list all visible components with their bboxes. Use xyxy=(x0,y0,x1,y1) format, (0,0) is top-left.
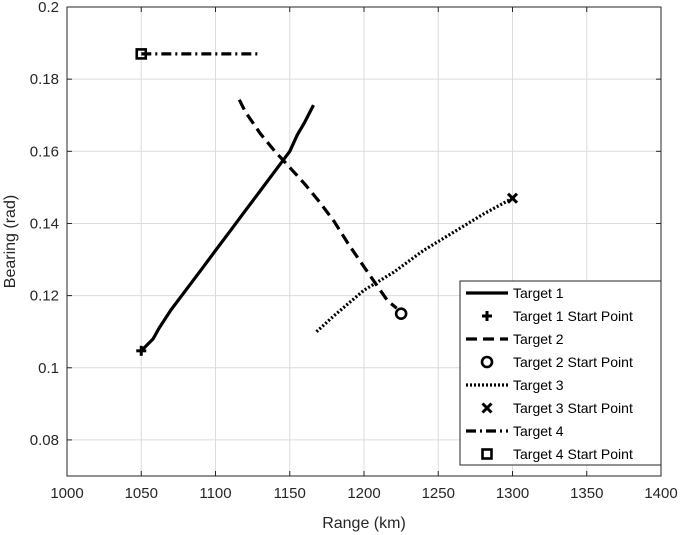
plot-series xyxy=(135,48,519,356)
legend-label: Target 3 Start Point xyxy=(513,400,633,416)
legend-label: Target 1 xyxy=(513,285,564,301)
series-5-line xyxy=(315,196,514,333)
legend-entry: Target 1 xyxy=(466,285,564,301)
series-2-marker xyxy=(136,345,147,356)
x-tick-label: 1000 xyxy=(50,485,83,502)
legend-label: Target 2 xyxy=(513,331,564,347)
y-tick-label: 0.12 xyxy=(30,288,59,305)
x-axis-label: Range (km) xyxy=(322,515,406,532)
legend-marker xyxy=(480,355,494,369)
x-tick-label: 1250 xyxy=(422,485,455,502)
series-4-marker xyxy=(394,307,408,320)
x-tick-label: 1300 xyxy=(496,485,529,502)
y-tick-label: 0.08 xyxy=(30,432,59,449)
legend-label: Target 4 xyxy=(513,423,564,439)
legend: Target 1 Target 1 Start Point Target 2 Targ… xyxy=(459,280,662,466)
legend-label: Target 4 Start Point xyxy=(513,446,633,462)
legend-entry: Target 3 Start Point xyxy=(481,400,633,416)
x-tick-label: 1200 xyxy=(347,485,380,502)
series-1-line xyxy=(140,104,315,352)
x-tick-label: 1350 xyxy=(570,485,603,502)
x-tick-label: 1400 xyxy=(644,485,677,502)
series-3-line xyxy=(237,98,398,310)
axis-ticks: 1000 1050 1100 1150 1200 1250 1300 1350 1400 0.08… xyxy=(30,0,678,502)
legend-entry: Target 3 xyxy=(466,377,564,393)
series-8-marker xyxy=(135,48,148,60)
series-6-marker xyxy=(506,192,519,204)
x-tick-label: 1100 xyxy=(199,485,231,502)
x-tick-label: 1050 xyxy=(125,485,158,502)
legend-label: Target 3 xyxy=(513,377,564,393)
legend-entry: Target 1 Start Point xyxy=(482,308,633,324)
legend-entry: Target 4 xyxy=(466,423,564,439)
legend-marker xyxy=(482,311,492,321)
x-tick-label: 1150 xyxy=(274,485,306,502)
y-tick-label: 0.16 xyxy=(30,143,59,160)
legend-marker xyxy=(481,402,493,414)
y-axis-label: Bearing (rad) xyxy=(2,195,19,288)
y-tick-label: 0.18 xyxy=(30,71,59,88)
legend-entry: Target 2 Start Point xyxy=(480,354,633,370)
y-tick-label: 0.1 xyxy=(38,360,59,377)
legend-entry: Target 4 Start Point xyxy=(481,446,633,462)
y-tick-label: 0.14 xyxy=(30,215,59,232)
legend-box xyxy=(459,280,662,466)
legend-label: Target 1 Start Point xyxy=(513,308,633,324)
legend-marker xyxy=(481,448,493,460)
legend-entry: Target 2 xyxy=(466,331,564,347)
legend-label: Target 2 Start Point xyxy=(513,354,633,370)
y-tick-label: 0.2 xyxy=(38,0,59,16)
